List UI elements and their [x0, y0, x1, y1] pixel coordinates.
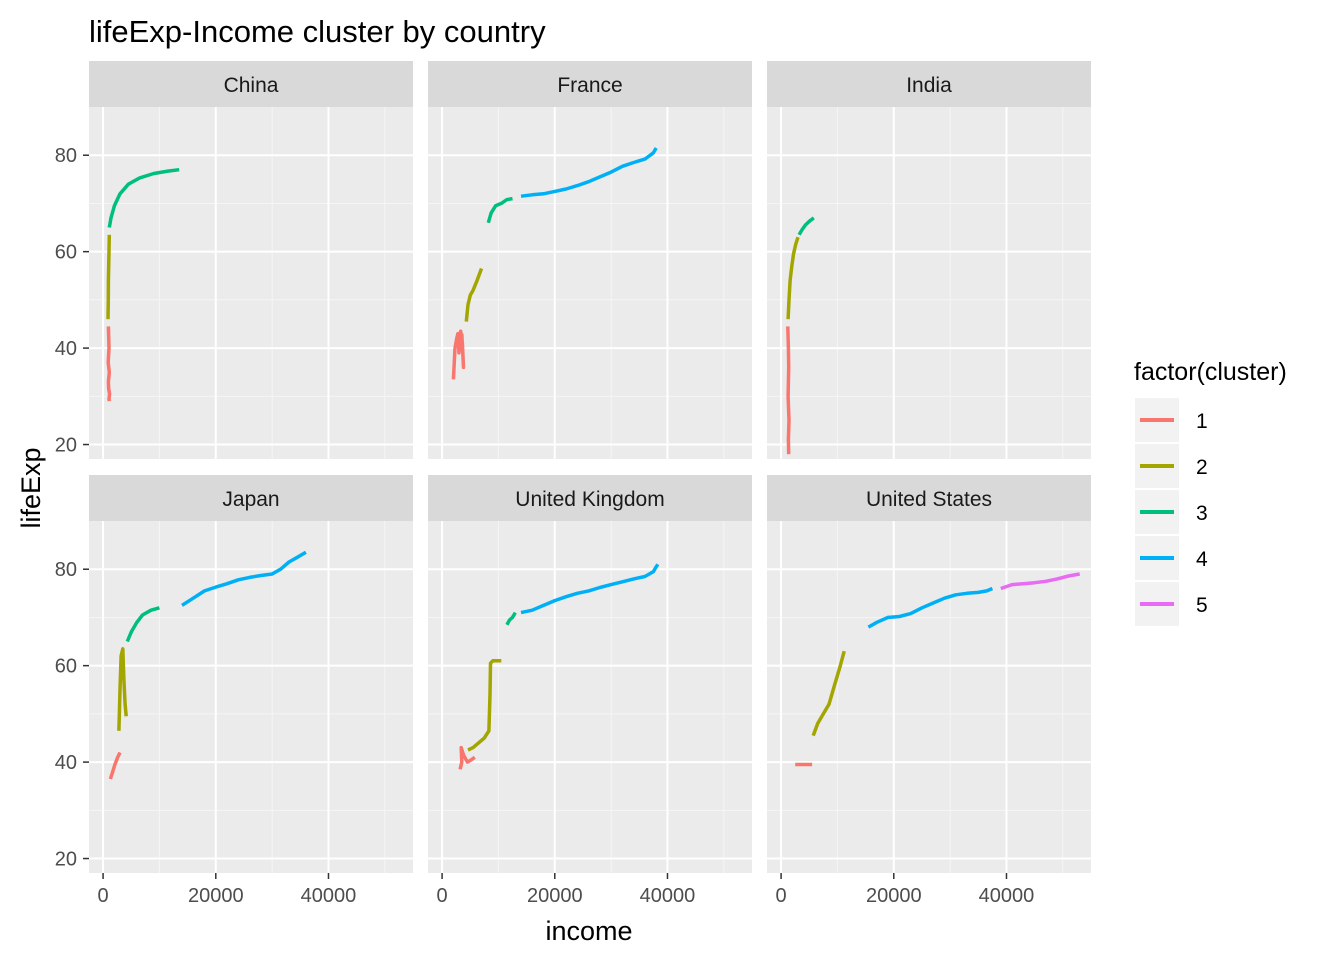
facet-panel-japan: Japan 20 40 60 80 0 20000 40000	[55, 475, 413, 907]
series-line-cluster-3	[797, 216, 815, 236]
facet-panel-china: China 20 40 60 80	[55, 61, 413, 459]
series-line-cluster-3	[505, 611, 517, 626]
facet-strip-label: United Kingdom	[515, 488, 664, 511]
facet-strip-label: France	[557, 74, 622, 97]
panel-background	[428, 107, 752, 459]
series-line-cluster-3	[107, 167, 180, 228]
series-line-cluster-4	[520, 563, 660, 615]
legend-item-1: 1	[1135, 398, 1208, 442]
y-tick-label: 40	[55, 338, 77, 360]
x-tick-label: 40000	[301, 885, 357, 907]
series-line-cluster-4	[520, 147, 658, 198]
x-tick-label: 0	[437, 885, 448, 907]
series-line-cluster-4	[867, 586, 994, 629]
facet-strip	[89, 61, 413, 107]
panel-background	[767, 107, 1091, 459]
y-tick-label: 60	[55, 656, 77, 678]
series-line-cluster-2	[811, 650, 846, 737]
facet-strip	[767, 61, 1091, 107]
legend-label: 4	[1196, 548, 1208, 571]
series-line-cluster-1	[458, 745, 476, 770]
panel-background	[428, 521, 752, 873]
y-axis-label: lifeExp	[16, 447, 46, 528]
facet-strip-label: Japan	[222, 488, 279, 511]
series-line-cluster-3	[125, 606, 160, 643]
legend-item-2: 2	[1135, 444, 1208, 488]
facet-strip	[767, 475, 1091, 521]
y-tick-label: 80	[55, 559, 77, 581]
panel-background	[89, 521, 413, 873]
legend-label: 5	[1196, 594, 1208, 617]
series-line-cluster-5	[1000, 572, 1081, 591]
x-tick-label: 20000	[188, 885, 244, 907]
legend: factor(cluster) 1 2 3 4 5	[1134, 358, 1287, 626]
series-line-cluster-2	[786, 236, 800, 320]
series-line-cluster-1	[108, 751, 122, 780]
series-line-cluster-2	[106, 234, 112, 320]
series-line-cluster-2	[467, 659, 502, 752]
y-tick-label: 60	[55, 242, 77, 264]
x-tick-label: 40000	[979, 885, 1035, 907]
series-line-cluster-4	[181, 550, 307, 607]
x-tick-label: 0	[776, 885, 787, 907]
series-line-cluster-2	[464, 267, 484, 322]
facet-strip	[428, 61, 752, 107]
x-tick-label: 0	[98, 885, 109, 907]
legend-item-3: 3	[1135, 490, 1208, 534]
facet-strip	[428, 475, 752, 521]
facet-panel-united-kingdom: United Kingdom 0 20000 40000	[428, 475, 752, 907]
panel-background	[767, 521, 1091, 873]
series-line-cluster-1	[786, 326, 791, 455]
panel-background	[89, 107, 413, 459]
legend-label: 1	[1196, 410, 1208, 433]
facet-strip	[89, 475, 413, 521]
legend-label: 3	[1196, 502, 1208, 525]
facet-panel-india: India	[767, 61, 1091, 459]
facet-panel-france: France	[428, 61, 752, 459]
y-tick-label: 80	[55, 145, 77, 167]
series-line-cluster-1	[106, 326, 112, 402]
y-tick-label: 20	[55, 435, 77, 457]
y-tick-label: 20	[55, 849, 77, 871]
legend-label: 2	[1196, 456, 1208, 479]
chart-title: lifeExp-Income cluster by country	[89, 14, 546, 49]
x-axis-label: income	[545, 916, 632, 946]
facet-strip-label: India	[906, 74, 952, 97]
facet-strip-label: United States	[866, 488, 992, 511]
x-tick-label: 40000	[640, 885, 696, 907]
series-line-cluster-1	[451, 329, 466, 380]
legend-item-5: 5	[1135, 582, 1208, 626]
facet-strip-label: China	[224, 74, 279, 97]
y-tick-label: 40	[55, 752, 77, 774]
legend-item-4: 4	[1135, 536, 1208, 580]
legend-title: factor(cluster)	[1134, 358, 1287, 386]
facet-panel-united-states: United States 0 20000 40000	[767, 475, 1091, 907]
series-line-cluster-2	[117, 647, 128, 731]
x-tick-label: 20000	[527, 885, 583, 907]
x-tick-label: 20000	[866, 885, 922, 907]
facet-panels: China 20 40 60 80 France India Japan 20 40 60 80 0 20…	[55, 61, 1091, 907]
series-line-cluster-3	[486, 196, 513, 224]
